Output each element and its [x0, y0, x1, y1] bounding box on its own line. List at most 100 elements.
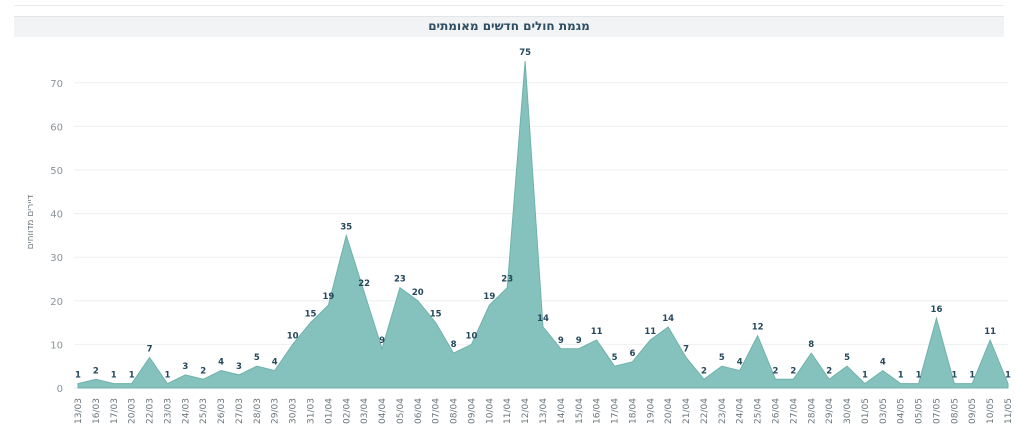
series-area — [77, 60, 1009, 389]
x-tick-label: 07/05 — [932, 398, 942, 424]
y-tick-label: 60 — [50, 122, 63, 133]
x-axis-ticks: 13/03 16/03 17/03 20/03 22/03 23/03 24/03 25/03… — [74, 398, 1014, 424]
data-label: 2 — [790, 366, 796, 376]
y-tick-label: 10 — [50, 340, 63, 351]
x-tick-label: 23/04 — [718, 398, 728, 424]
x-tick-label: 22/03 — [146, 398, 156, 424]
data-label: 1 — [862, 371, 868, 381]
data-label: 14 — [537, 314, 549, 324]
data-label: 12 — [752, 323, 764, 333]
x-tick-label: 03/04 — [360, 398, 370, 424]
x-tick-label: 16/03 — [92, 398, 102, 424]
x-tick-label: 06/04 — [414, 398, 424, 424]
x-tick-label: 30/04 — [843, 398, 853, 424]
data-label: 1 — [75, 371, 81, 381]
data-label: 3 — [236, 362, 242, 372]
y-tick-label: 20 — [50, 297, 63, 308]
x-tick-label: 10/05 — [986, 398, 996, 424]
data-label: 11 — [984, 327, 996, 337]
data-label: 2 — [773, 366, 779, 376]
data-label: 7 — [683, 344, 689, 354]
data-label: 10 — [287, 331, 299, 341]
data-label: 4 — [218, 358, 224, 368]
data-label: 1 — [898, 371, 904, 381]
y-axis-label: דיירים מדווחים — [26, 195, 36, 250]
data-label: 11 — [644, 327, 656, 337]
x-tick-label: 20/03 — [128, 398, 138, 424]
data-label: 1 — [111, 371, 117, 381]
data-label: 2 — [701, 366, 707, 376]
x-tick-label: 03/05 — [879, 398, 889, 424]
x-tick-label: 14/04 — [557, 398, 567, 424]
x-tick-label: 09/04 — [467, 398, 477, 424]
data-label: 6 — [629, 349, 635, 359]
x-tick-label: 05/05 — [915, 398, 925, 424]
data-label: 10 — [466, 331, 478, 341]
x-tick-label: 10/04 — [485, 398, 495, 424]
x-tick-label: 17/04 — [611, 398, 621, 424]
data-label: 2 — [826, 366, 832, 376]
x-tick-label: 02/04 — [342, 398, 352, 424]
x-tick-label: 11/04 — [503, 398, 513, 424]
x-tick-label: 17/03 — [110, 398, 120, 424]
data-label: 23 — [394, 275, 406, 285]
data-label: 2 — [93, 366, 99, 376]
y-tick-label: 50 — [50, 166, 63, 177]
data-label: 1 — [129, 371, 135, 381]
data-label: 23 — [501, 275, 513, 285]
data-label: 1 — [969, 371, 975, 381]
x-tick-label: 13/03 — [74, 398, 84, 424]
x-tick-label: 26/04 — [772, 398, 782, 424]
y-tick-label: 0 — [57, 384, 63, 395]
data-label: 3 — [182, 362, 188, 372]
data-label: 8 — [808, 340, 814, 350]
data-label: 19 — [322, 292, 334, 302]
x-tick-label: 08/05 — [950, 398, 960, 424]
data-label: 9 — [576, 336, 582, 346]
x-tick-label: 27/04 — [789, 398, 799, 424]
data-label: 16 — [931, 305, 943, 315]
x-tick-label: 30/03 — [289, 398, 299, 424]
data-label: 35 — [340, 222, 352, 232]
chart-title-bar: מגמת חולים חדשים מאומתים — [14, 16, 1004, 37]
data-label: 15 — [430, 310, 442, 320]
x-tick-label: 18/04 — [628, 398, 638, 424]
x-tick-label: 07/04 — [432, 398, 442, 424]
x-tick-label: 12/04 — [521, 398, 531, 424]
data-label: 8 — [451, 340, 457, 350]
data-label: 4 — [880, 358, 886, 368]
data-label: 1 — [1005, 371, 1011, 381]
y-tick-label: 70 — [50, 79, 63, 90]
x-tick-label: 24/04 — [736, 398, 746, 424]
x-tick-label: 28/03 — [253, 398, 263, 424]
data-label: 5 — [719, 353, 725, 363]
x-tick-label: 28/04 — [807, 398, 817, 424]
x-tick-label: 09/05 — [968, 398, 978, 424]
y-tick-label: 40 — [50, 210, 63, 221]
data-label: 20 — [412, 288, 424, 298]
data-label: 4 — [737, 358, 743, 368]
data-label: 9 — [558, 336, 564, 346]
x-tick-label: 26/03 — [217, 398, 227, 424]
y-tick-label: 30 — [50, 253, 63, 264]
x-tick-label: 15/04 — [575, 398, 585, 424]
data-label: 7 — [147, 344, 153, 354]
data-label: 1 — [951, 371, 957, 381]
x-tick-label: 16/04 — [593, 398, 603, 424]
data-label: 9 — [379, 336, 385, 346]
x-tick-label: 20/04 — [664, 398, 674, 424]
x-tick-label: 23/03 — [163, 398, 173, 424]
x-tick-label: 29/04 — [825, 398, 835, 424]
x-tick-label: 19/04 — [646, 398, 656, 424]
x-tick-label: 22/04 — [700, 398, 710, 424]
x-tick-label: 24/03 — [181, 398, 191, 424]
x-tick-label: 01/04 — [324, 398, 334, 424]
y-axis-ticks: 0 10 20 30 40 50 60 70 — [50, 79, 63, 395]
x-tick-label: 31/03 — [307, 398, 317, 424]
x-tick-label: 08/04 — [450, 398, 460, 424]
data-label: 14 — [662, 314, 674, 324]
data-label: 15 — [305, 310, 317, 320]
data-label: 19 — [483, 292, 495, 302]
